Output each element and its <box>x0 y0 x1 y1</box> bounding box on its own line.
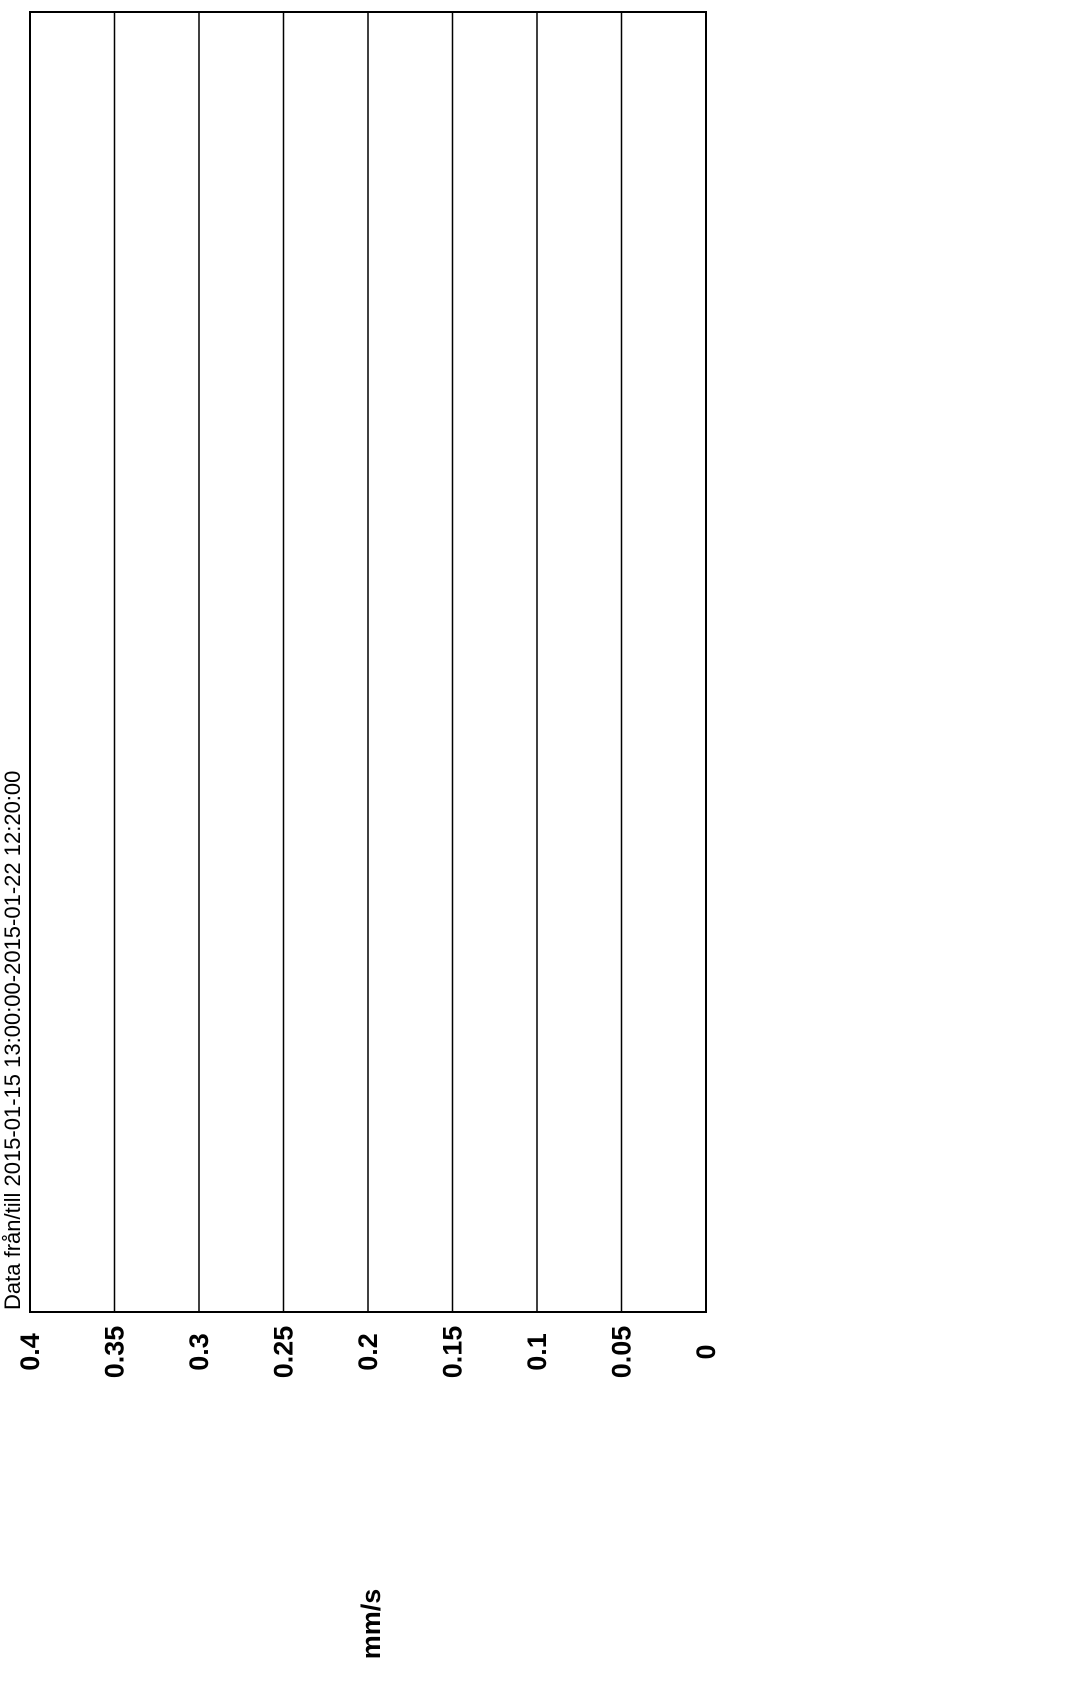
y-tick-label: 0.1 <box>522 1333 552 1371</box>
y-tick-label: 0.15 <box>438 1326 468 1379</box>
y-axis-label-group: mm/s <box>356 1589 386 1660</box>
y-tick-label: 0.2 <box>353 1333 383 1371</box>
data-range-annotation: Data från/till 2015-01-15 13:00:00-2015-… <box>0 771 25 1310</box>
y-tick-label: 0.05 <box>607 1326 637 1379</box>
annotation-group: Data från/till 2015-01-15 13:00:00-2015-… <box>0 771 25 1310</box>
x-tick-label: 2015-01-19 00:00:00 <box>0 0 117 6</box>
x-tick-label: 2015-01-18 00:00:00 <box>0 0 117 6</box>
x-tick-label: 2015-01-17 00:00:00 <box>0 0 117 6</box>
y-tick-label: 0.35 <box>100 1326 130 1379</box>
x-tick-label: 2015-01-16 00:00:00 <box>0 0 117 6</box>
y-axis-label: mm/s <box>356 1589 386 1660</box>
x-tick-label: 2015-01-20 00:00:00 <box>0 0 117 6</box>
y-tick-label: 0.3 <box>184 1333 214 1371</box>
x-tick-label: 2015-01-23 00:00:00 <box>0 0 117 6</box>
y-axis-ticks: 0 0.05 0.1 0.15 0.2 0.25 0.3 0.35 0.4 <box>15 1326 721 1379</box>
x-tick-label: 2015-01-15 00:00:00 <box>0 0 117 6</box>
x-axis-ticks: 2015-01-15 00:00:002015-01-16 00:00:0020… <box>0 0 117 6</box>
x-tick-label: 2015-01-21 00:00:00 <box>0 0 117 6</box>
x-tick-label: 2015-01-22 00:00:00 <box>0 0 117 6</box>
grid-lines <box>113 12 623 1312</box>
y-tick-label: 0.25 <box>269 1326 299 1379</box>
y-tick-label: 0.4 <box>15 1333 45 1371</box>
y-tick-label: 0 <box>691 1344 721 1359</box>
